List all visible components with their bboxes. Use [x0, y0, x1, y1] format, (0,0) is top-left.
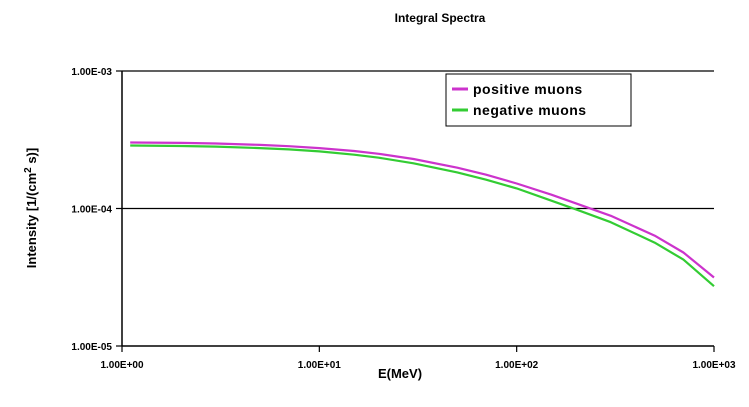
- legend: positive muons negative muons: [445, 73, 632, 127]
- legend-box: [445, 73, 632, 127]
- x-axis-label: E(MeV): [378, 366, 422, 381]
- legend-label-negative: negative muons: [473, 102, 587, 118]
- y-tick-label: 1.00E-05: [71, 342, 112, 353]
- x-tick-label: 1.00E+00: [100, 360, 144, 371]
- series-line-positive-muons: [130, 141, 715, 279]
- x-tick-label: 1.00E+03: [692, 360, 736, 371]
- legend-label-positive: positive muons: [473, 81, 583, 97]
- x-tick-label: 1.00E+01: [298, 360, 342, 371]
- y-tick-label: 1.00E-04: [71, 205, 112, 216]
- x-axis-ticks: 1.00E+00 1.00E+01 1.00E+02 1.00E+03: [100, 346, 736, 371]
- series-lines: [130, 141, 715, 288]
- y-axis-label: Intensity [1/(cm2 s)]: [23, 148, 40, 268]
- series-line-negative-muons: [130, 144, 715, 288]
- y-axis-ticks: 1.00E-05 1.00E-04 1.00E-03: [71, 67, 122, 353]
- chart-title: Integral Spectra: [395, 11, 486, 25]
- x-tick-label: 1.00E+02: [495, 360, 539, 371]
- gridlines: [122, 70, 714, 210]
- y-tick-label: 1.00E-03: [71, 67, 112, 78]
